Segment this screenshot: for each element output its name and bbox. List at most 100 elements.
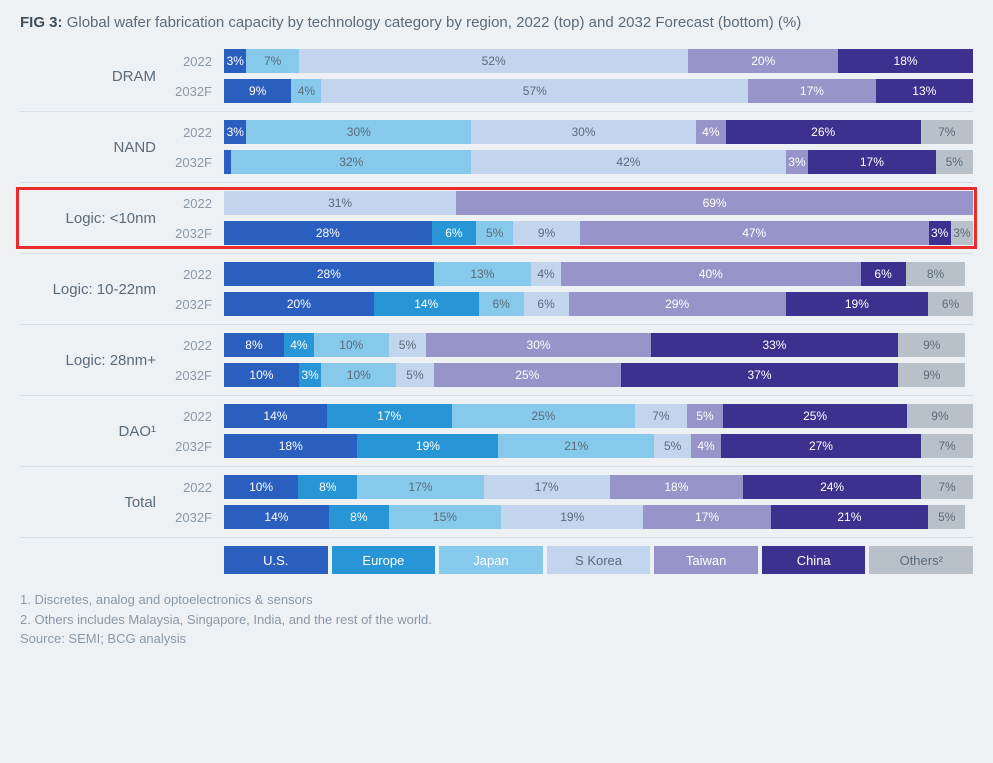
footnote-line: 1. Discretes, analog and optoelectronics…: [20, 590, 973, 610]
segment-china: 13%: [876, 79, 973, 103]
stacked-bar: 28%13%4%40%6%8%: [224, 262, 973, 286]
segment-japan: 10%: [321, 363, 396, 387]
bar-row: 20223%30%30%4%26%7%: [170, 120, 973, 144]
segment-others: 5%: [936, 150, 973, 174]
category-label: Logic: 10-22nm: [20, 281, 170, 298]
segment-japan: 10%: [314, 333, 389, 357]
segment-skorea: 17%: [484, 475, 610, 499]
bar-row: 2032F9%4%57%17%13%: [170, 79, 973, 103]
bar-row: 202210%8%17%17%18%24%7%: [170, 475, 973, 499]
legend-item-japan: Japan: [439, 546, 543, 574]
segment-others: 6%: [928, 292, 973, 316]
segment-china: 3%: [929, 221, 951, 245]
year-label: 2022: [170, 338, 224, 353]
footnotes: 1. Discretes, analog and optoelectronics…: [20, 590, 973, 649]
segment-china: 18%: [838, 49, 973, 73]
bar-row: 20228%4%10%5%30%33%9%: [170, 333, 973, 357]
segment-japan: 7%: [246, 49, 298, 73]
category-group: DAO¹202214%17%25%7%5%25%9%2032F18%19%21%…: [20, 404, 973, 467]
segment-china: 19%: [786, 292, 928, 316]
segment-us: 10%: [224, 475, 298, 499]
category-group: DRAM20223%7%52%20%18%2032F9%4%57%17%13%: [20, 49, 973, 112]
segment-japan: 25%: [452, 404, 636, 428]
segment-europe: 8%: [298, 475, 357, 499]
segment-taiwan: 29%: [569, 292, 786, 316]
segment-taiwan: 25%: [434, 363, 621, 387]
segment-japan: 6%: [479, 292, 524, 316]
year-label: 2022: [170, 409, 224, 424]
segment-taiwan: 40%: [561, 262, 861, 286]
segment-china: 25%: [723, 404, 907, 428]
segment-china: 21%: [771, 505, 928, 529]
stacked-bar: 14%8%15%19%17%21%5%: [224, 505, 973, 529]
year-label: 2022: [170, 480, 224, 495]
legend-item-taiwan: Taiwan: [654, 546, 758, 574]
footnote-line: Source: SEMI; BCG analysis: [20, 629, 973, 649]
segment-us: 20%: [224, 292, 374, 316]
segment-europe: 19%: [357, 434, 498, 458]
legend-item-europe: Europe: [332, 546, 436, 574]
year-label: 2022: [170, 125, 224, 140]
legend: U.S.EuropeJapanS KoreaTaiwanChinaOthers²: [20, 546, 973, 580]
legend-item-others: Others²: [869, 546, 973, 574]
category-label: Logic: 28nm+: [20, 352, 170, 369]
year-label: 2032F: [170, 368, 224, 383]
category-group: Logic: 10-22nm202228%13%4%40%6%8% 2032F20…: [20, 262, 973, 325]
segment-skorea: 4%: [531, 262, 561, 286]
segment-others: 7%: [921, 120, 973, 144]
year-label: 2022: [170, 267, 224, 282]
year-label: 2022: [170, 196, 224, 211]
segment-china: 6%: [861, 262, 906, 286]
segment-skorea: 5%: [396, 363, 433, 387]
stacked-bar: 10%8%17%17%18%24%7%: [224, 475, 973, 499]
segment-us: 28%: [224, 262, 434, 286]
stacked-bar: 8%4%10%5%30%33%9%: [224, 333, 973, 357]
segment-us: 18%: [224, 434, 357, 458]
segment-japan: 30%: [246, 120, 471, 144]
stacked-bar: 14%17%25%7%5%25%9%: [224, 404, 973, 428]
segment-us: 28%: [224, 221, 432, 245]
stacked-bar: 3%30%30%4%26%7%: [224, 120, 973, 144]
segment-skorea: 6%: [524, 292, 569, 316]
bar-row: 2032F20%14%6%6%29%19%6%: [170, 292, 973, 316]
segment-japan: 4%: [291, 79, 321, 103]
segment-us: [224, 150, 231, 174]
segment-others: 5%: [928, 505, 965, 529]
segment-others: 3%: [951, 221, 973, 245]
segment-us: 14%: [224, 404, 327, 428]
segment-skorea: 31%: [224, 191, 456, 215]
segment-others: 9%: [898, 333, 965, 357]
legend-item-china: China: [762, 546, 866, 574]
segment-skorea: 52%: [299, 49, 688, 73]
category-label: DAO¹: [20, 423, 170, 440]
segment-others: 7%: [921, 475, 973, 499]
legend-item-skorea: S Korea: [547, 546, 651, 574]
stacked-bar: 18%19%21%5%4%27%7%: [224, 434, 973, 458]
category-group: Logic: <10nm202231%69%2032F28%6%5%9%47%3…: [20, 191, 973, 254]
segment-taiwan: 3%: [786, 150, 808, 174]
legend-item-us: U.S.: [224, 546, 328, 574]
segment-japan: 21%: [498, 434, 654, 458]
segment-taiwan: 17%: [643, 505, 770, 529]
stacked-bar: 28%6%5%9%47%3%3%: [224, 221, 973, 245]
year-label: 2032F: [170, 155, 224, 170]
bar-row: 20223%7%52%20%18%: [170, 49, 973, 73]
segment-europe: 6%: [432, 221, 477, 245]
segment-taiwan: 30%: [426, 333, 651, 357]
stacked-bar: 9%4%57%17%13%: [224, 79, 973, 103]
segment-us: 10%: [224, 363, 299, 387]
segment-europe: 14%: [374, 292, 479, 316]
year-label: 2032F: [170, 510, 224, 525]
segment-skorea: 57%: [321, 79, 748, 103]
segment-others: 9%: [898, 363, 965, 387]
segment-taiwan: 69%: [456, 191, 973, 215]
bar-row: 2032F14%8%15%19%17%21%5%: [170, 505, 973, 529]
stacked-bar: 32%42%3%17%5%: [224, 150, 973, 174]
bar-row: 2032F28%6%5%9%47%3%3%: [170, 221, 973, 245]
segment-us: 8%: [224, 333, 284, 357]
stacked-bar: 31%69%: [224, 191, 973, 215]
footnote-line: 2. Others includes Malaysia, Singapore, …: [20, 610, 973, 630]
bar-row: 202231%69%: [170, 191, 973, 215]
segment-skorea: 9%: [513, 221, 580, 245]
segment-skorea: 19%: [501, 505, 643, 529]
